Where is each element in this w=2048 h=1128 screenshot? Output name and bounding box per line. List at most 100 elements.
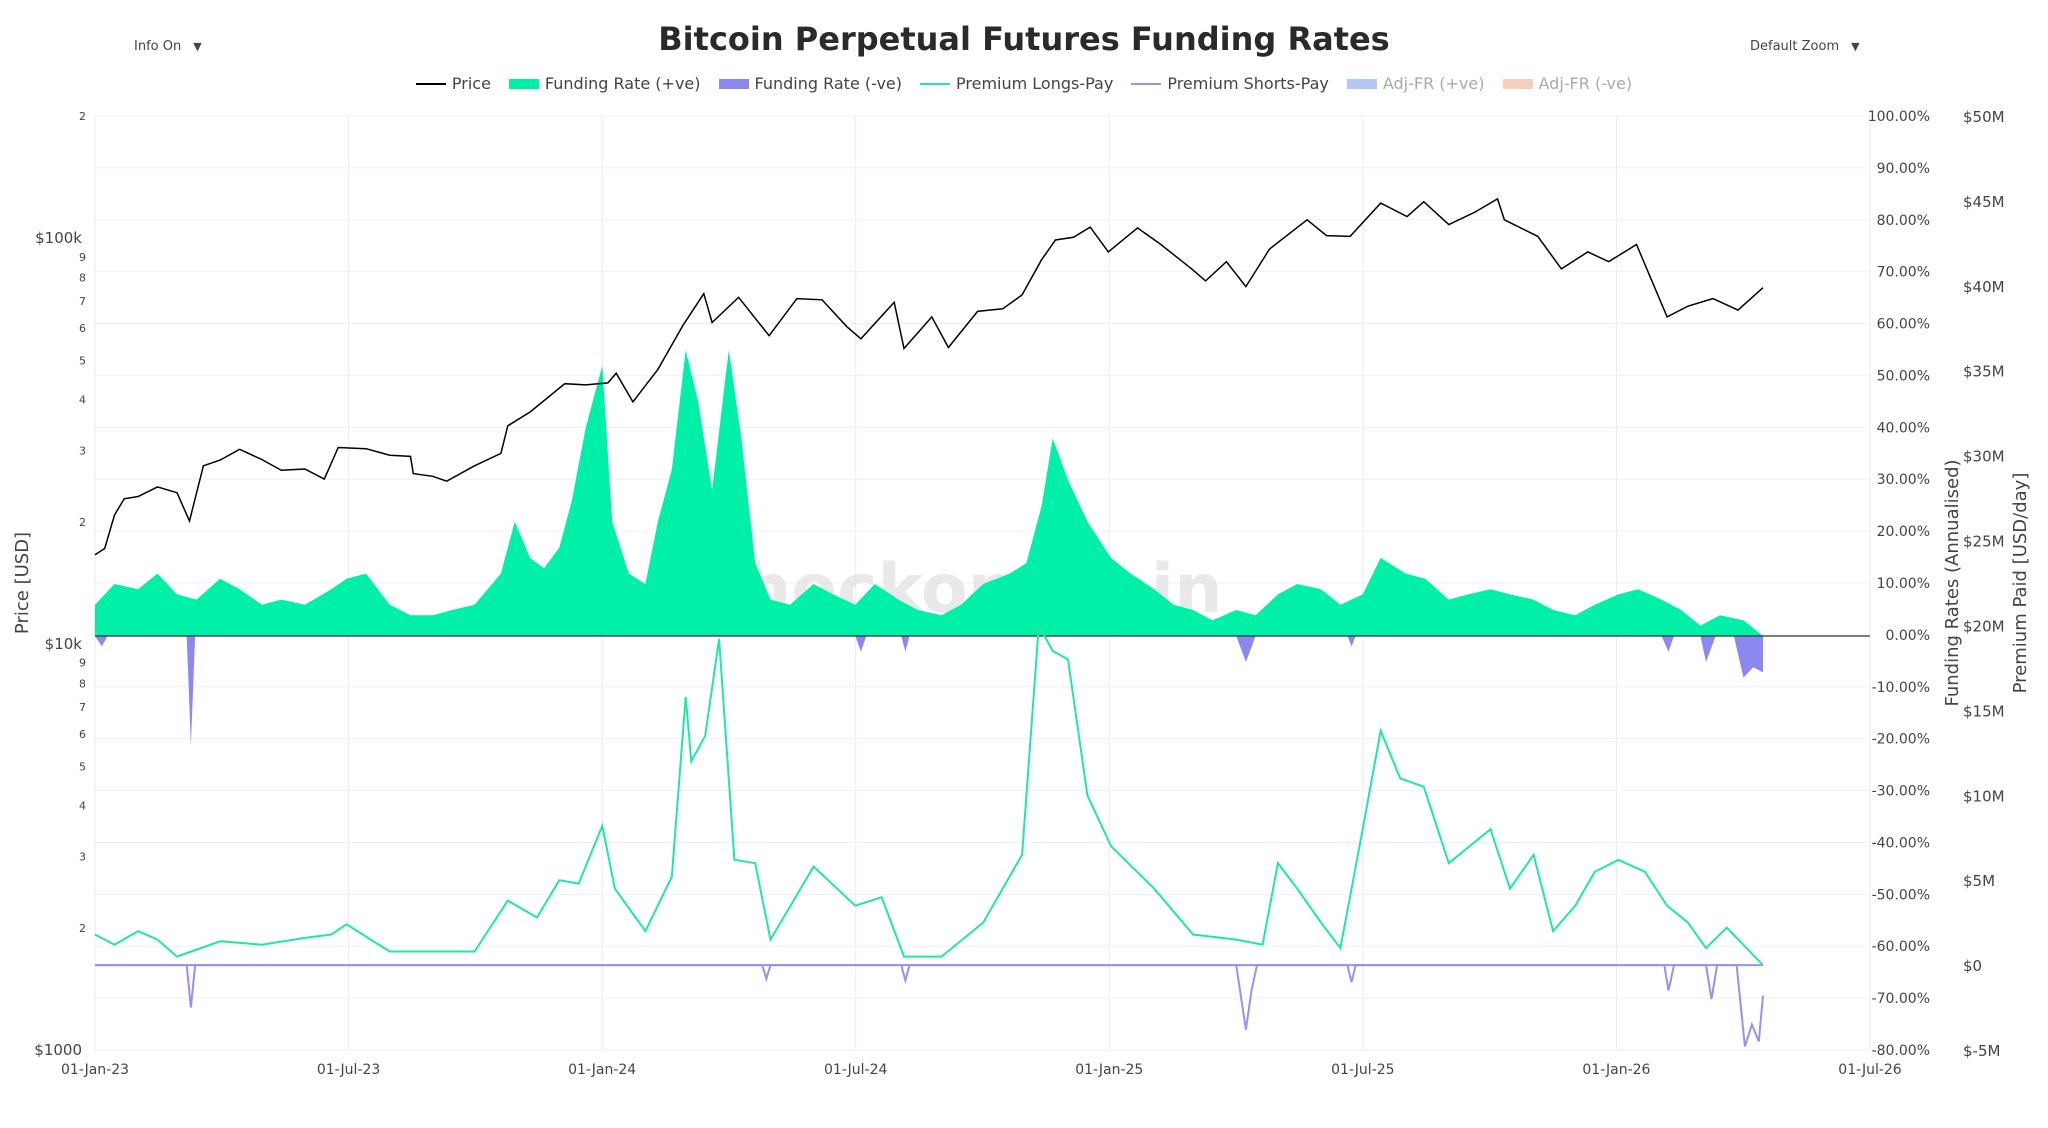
legend-label: Funding Rate (-ve) bbox=[754, 74, 903, 93]
premium-axis: $50M $45M $40M $35M $30M $25M $20M $15M $10M $5M $… bbox=[1963, 108, 2031, 1060]
premium-tick-label: $5M bbox=[1963, 872, 1995, 890]
x-tick-label: 01-Jul-26 bbox=[1838, 1062, 1901, 1078]
premium-tick-label: $35M bbox=[1963, 363, 2005, 381]
x-tick-label: 01-Jan-26 bbox=[1582, 1062, 1650, 1078]
legend-label: Adj-FR (+ve) bbox=[1382, 74, 1485, 93]
price-minor-tick-label: 4 bbox=[79, 394, 86, 407]
legend-swatch bbox=[920, 82, 951, 85]
funding-tick-label: -30.00% bbox=[1872, 784, 1930, 800]
premium-tick-label: $50M bbox=[1963, 108, 2005, 126]
premium-tick-label: $30M bbox=[1963, 448, 2005, 466]
price-minor-tick-label: 6 bbox=[79, 728, 86, 741]
x-tick-label: 01-Jan-23 bbox=[61, 1062, 129, 1078]
chevron-down-icon: ▼ bbox=[1851, 40, 1860, 53]
legend-item-funding-rate-ve[interactable]: Funding Rate (+ve) bbox=[508, 74, 701, 93]
legend-label: Funding Rate (+ve) bbox=[544, 74, 701, 93]
chart-header: Info On ▼ Bitcoin Perpetual Futures Fundi… bbox=[0, 0, 2048, 110]
legend-swatch bbox=[415, 82, 446, 85]
x-tick-label: 01-Jan-25 bbox=[1075, 1062, 1143, 1078]
series-premium-longs-pay-line bbox=[94, 622, 1764, 966]
legend-swatch bbox=[1502, 78, 1533, 89]
info-toggle-dropdown[interactable]: Info On ▼ bbox=[124, 32, 232, 62]
funding-tick-label: 20.00% bbox=[1877, 524, 1930, 540]
series-price-line bbox=[94, 197, 1764, 556]
funding-tick-label: -60.00% bbox=[1872, 939, 1930, 955]
premium-axis-title: Premium Paid [USD/day] bbox=[2010, 473, 2031, 694]
x-tick-label: 01-Jan-24 bbox=[568, 1062, 636, 1078]
legend-label: Premium Longs-Pay bbox=[956, 74, 1114, 93]
price-minor-tick-label: 7 bbox=[79, 295, 86, 308]
legend-label: Price bbox=[451, 74, 491, 93]
price-minor-tick-label: 5 bbox=[79, 354, 86, 367]
legend-swatch bbox=[508, 78, 539, 89]
price-minor-tick-label: 2 bbox=[79, 516, 86, 529]
premium-tick-label: $40M bbox=[1963, 278, 2005, 296]
zoom-dropdown-label: Default Zoom bbox=[1750, 39, 1840, 54]
funding-tick-label: -70.00% bbox=[1872, 991, 1930, 1007]
premium-tick-label: $0 bbox=[1963, 957, 1982, 975]
premium-tick-label: $25M bbox=[1963, 533, 2005, 551]
legend-item-premium-shorts-pay[interactable]: Premium Shorts-Pay bbox=[1131, 74, 1329, 93]
legend-swatch bbox=[1131, 82, 1162, 85]
price-minor-tick-label: 5 bbox=[79, 760, 86, 773]
price-minor-tick-label: 9 bbox=[79, 657, 86, 670]
legend-item-price[interactable]: Price bbox=[415, 74, 491, 93]
series-funding-rate-positive-area bbox=[95, 350, 1763, 636]
zoom-preset-dropdown[interactable]: Default Zoom ▼ bbox=[1740, 32, 1880, 62]
funding-tick-label: 0.00% bbox=[1886, 628, 1930, 644]
legend-item-adj-fr-ve[interactable]: Adj-FR (-ve) bbox=[1502, 74, 1633, 93]
x-tick-label: 01-Jul-25 bbox=[1331, 1062, 1394, 1078]
price-minor-tick-label: 2 bbox=[79, 110, 86, 123]
legend-label: Premium Shorts-Pay bbox=[1167, 74, 1329, 93]
funding-tick-label: 70.00% bbox=[1877, 265, 1930, 281]
price-tick-label: $100k bbox=[35, 229, 82, 247]
price-minor-tick-label: 8 bbox=[79, 677, 86, 690]
funding-tick-label: 60.00% bbox=[1877, 317, 1930, 333]
price-tick-label: $10k bbox=[45, 635, 83, 653]
funding-tick-label: -10.00% bbox=[1872, 680, 1930, 696]
price-minor-tick-label: 8 bbox=[79, 272, 86, 285]
series-premium-shorts-pay-line bbox=[95, 964, 1764, 1047]
funding-axis-title: Funding Rates (Annualised) bbox=[1942, 459, 1963, 706]
legend-label: Adj-FR (-ve) bbox=[1538, 74, 1633, 93]
funding-tick-label: 50.00% bbox=[1877, 368, 1930, 384]
premium-tick-label: $20M bbox=[1963, 617, 2005, 635]
price-minor-tick-label: 2 bbox=[79, 922, 86, 935]
legend-swatch bbox=[718, 78, 749, 89]
premium-tick-label: $15M bbox=[1963, 702, 2005, 720]
price-minor-tick-label: 4 bbox=[79, 800, 86, 813]
funding-tick-label: -40.00% bbox=[1872, 835, 1930, 851]
price-tick-label: $1000 bbox=[34, 1041, 82, 1059]
premium-tick-label: $-5M bbox=[1963, 1042, 2000, 1060]
legend-item-funding-rate-ve[interactable]: Funding Rate (-ve) bbox=[718, 74, 903, 93]
price-minor-tick-label: 3 bbox=[79, 850, 86, 863]
price-minor-tick-label: 9 bbox=[79, 251, 86, 264]
series-funding-rate-negative-area bbox=[95, 636, 1763, 746]
chart-title: Bitcoin Perpetual Futures Funding Rates bbox=[658, 20, 1390, 58]
price-axis-title: Price [USD] bbox=[12, 532, 33, 634]
premium-tick-label: $10M bbox=[1963, 787, 2005, 805]
price-minor-tick-label: 6 bbox=[79, 322, 86, 335]
legend-item-adj-fr-ve[interactable]: Adj-FR (+ve) bbox=[1346, 74, 1485, 93]
x-axis: 01-Jan-23 01-Jul-23 01-Jan-24 01-Jul-24 01-J… bbox=[61, 1062, 1902, 1078]
funding-tick-label: 40.00% bbox=[1877, 420, 1930, 436]
funding-tick-label: -80.00% bbox=[1872, 1043, 1930, 1059]
funding-tick-label: -20.00% bbox=[1872, 732, 1930, 748]
price-minor-tick-label: 7 bbox=[79, 701, 86, 714]
chevron-down-icon: ▼ bbox=[193, 40, 202, 53]
x-tick-label: 01-Jul-24 bbox=[824, 1062, 887, 1078]
grid-lines bbox=[94, 115, 1871, 1051]
funding-tick-label: 100.00% bbox=[1868, 109, 1930, 125]
chart-legend: Price Funding Rate (+ve) Funding Rate (-ve… bbox=[0, 74, 2048, 93]
legend-item-premium-longs-pay[interactable]: Premium Longs-Pay bbox=[920, 74, 1113, 93]
price-minor-tick-label: 3 bbox=[79, 444, 86, 457]
info-dropdown-label: Info On bbox=[134, 39, 182, 54]
funding-axis: 100.00% 90.00% 80.00% 70.00% 60.00% 50.00% 40.… bbox=[1868, 109, 1963, 1059]
funding-tick-label: -50.00% bbox=[1872, 887, 1930, 903]
price-axis: $1000 $10k $100k 2 3 4 5 6 7 8 9 2 3 4 5 6 7 8 9 2 Price [US… bbox=[12, 110, 86, 1059]
funding-tick-label: 80.00% bbox=[1877, 213, 1930, 229]
funding-tick-label: 90.00% bbox=[1877, 161, 1930, 177]
premium-tick-label: $45M bbox=[1963, 193, 2005, 211]
funding-tick-label: 10.00% bbox=[1877, 576, 1930, 592]
